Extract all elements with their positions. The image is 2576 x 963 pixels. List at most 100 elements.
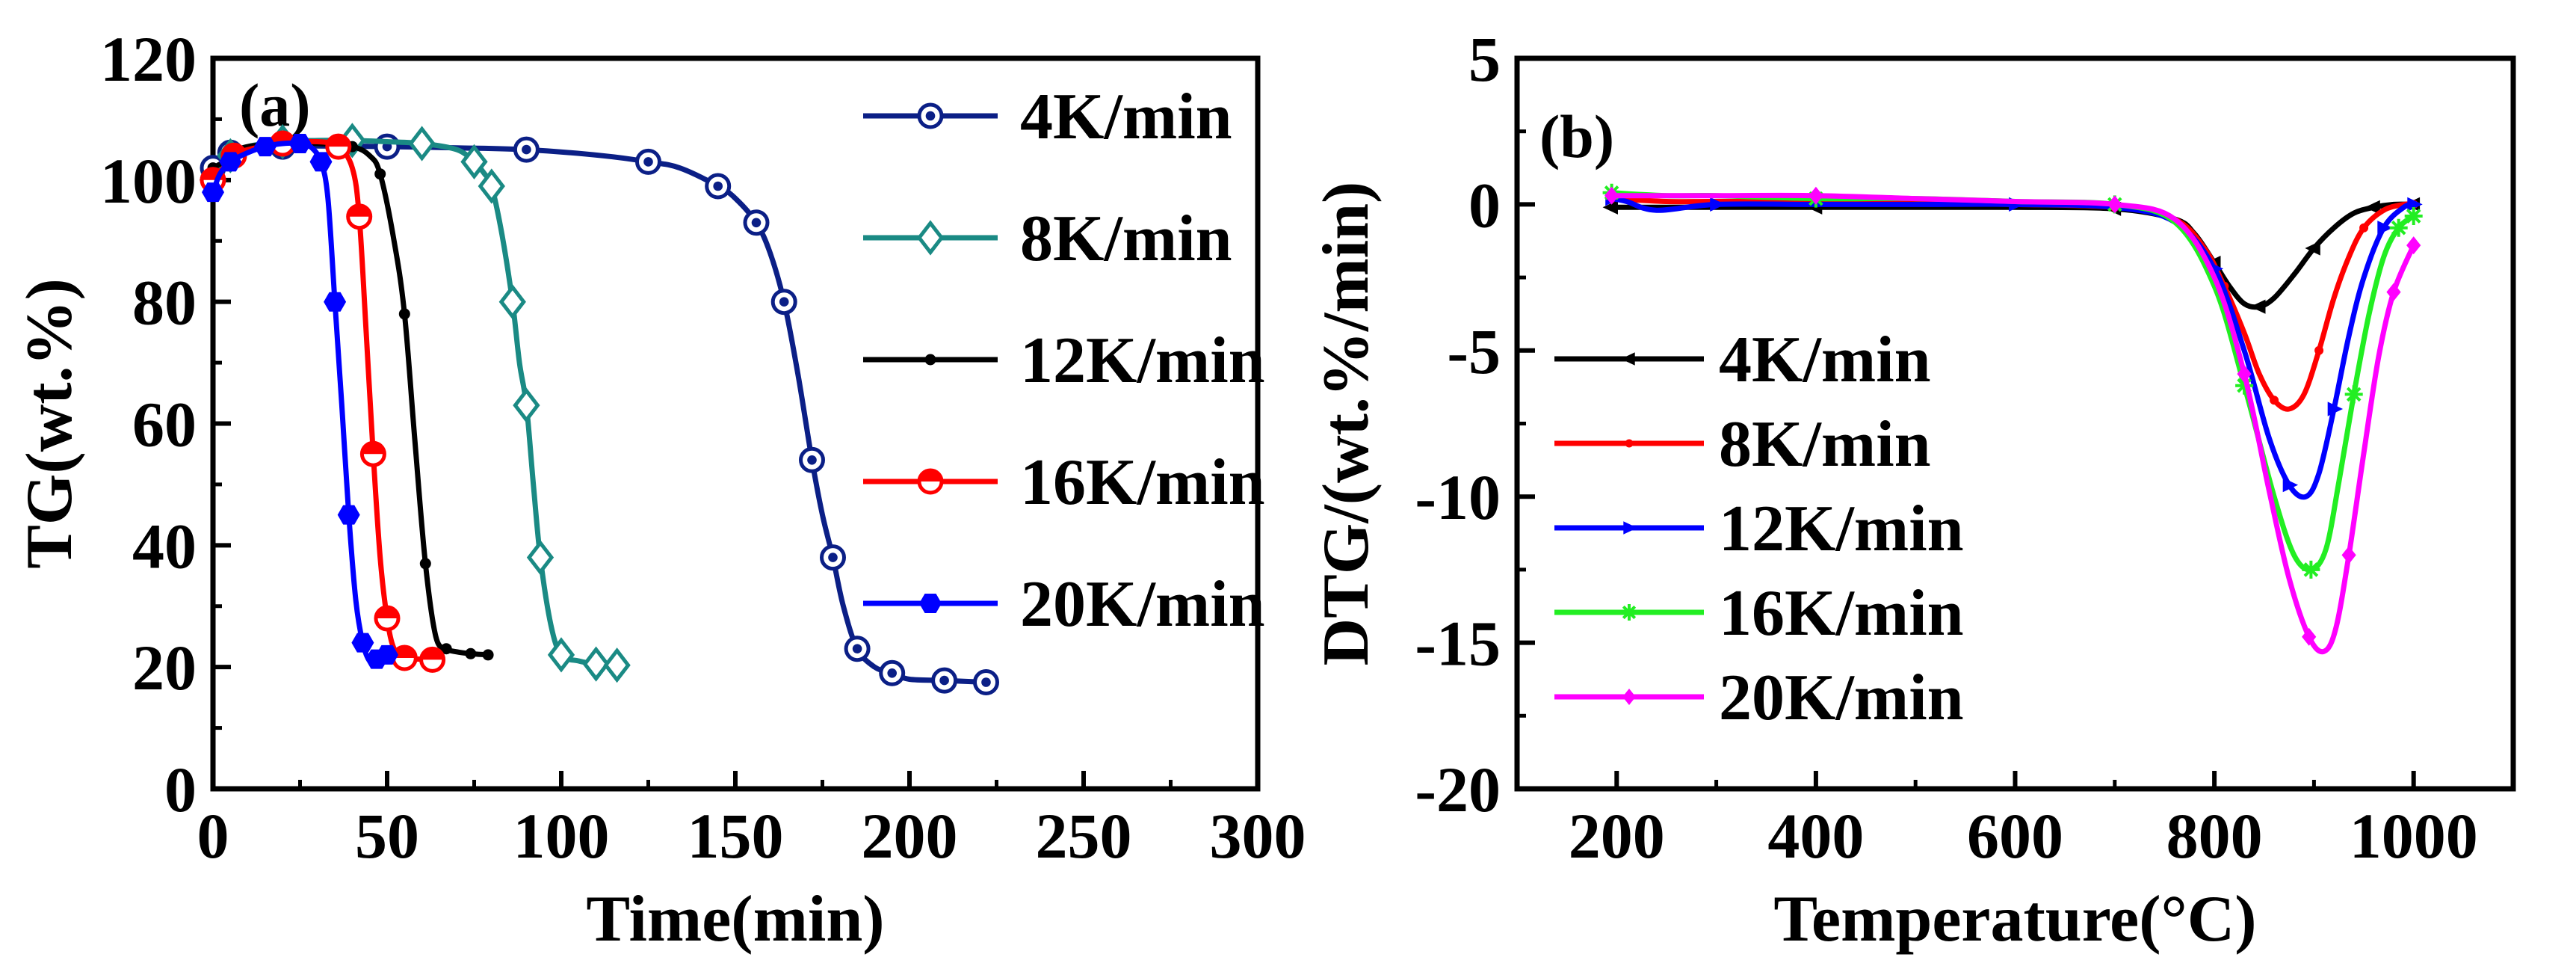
- legend-item: 4K/min: [1554, 324, 1931, 396]
- data-point: [219, 152, 242, 172]
- chart-b: 200 400 600 800 1000 -20 -15 -10 -5 0 5 Temperature…: [1310, 23, 2516, 956]
- data-point: [2250, 299, 2266, 314]
- x-tick-label: 1000: [2350, 800, 2478, 872]
- data-point: [931, 667, 958, 694]
- data-point: [973, 669, 999, 695]
- legend-item: 20K/min: [1554, 662, 1964, 734]
- legend-marker: [917, 468, 944, 495]
- data-point: [2359, 223, 2369, 233]
- plot-frame: [1514, 55, 2516, 792]
- panel-label: (b): [1539, 102, 1614, 170]
- data-point: [547, 637, 575, 673]
- series-line: [1609, 196, 2417, 500]
- legend-label: 20K/min: [1719, 662, 1964, 734]
- data-point: [419, 646, 446, 673]
- y-tick-label: -20: [1415, 754, 1501, 825]
- legend-marker: [916, 220, 945, 256]
- legend-item: 16K/min: [1554, 577, 1964, 650]
- legend-marker: [924, 354, 936, 366]
- data-point: [2389, 218, 2408, 237]
- y-tick-label: 100: [100, 145, 197, 217]
- x-tick-label: 150: [688, 800, 784, 872]
- y-tick-label: 5: [1468, 23, 1501, 95]
- data-point: [482, 649, 494, 661]
- data-point: [799, 446, 825, 473]
- data-point: [309, 152, 333, 172]
- data-point: [2235, 376, 2254, 395]
- data-point: [419, 558, 431, 570]
- data-point: [253, 137, 277, 157]
- data-point: [513, 136, 540, 163]
- data-point: [1809, 186, 1823, 205]
- x-tick-label: 300: [1210, 800, 1306, 872]
- data-point: [2107, 195, 2122, 214]
- legend-label: 4K/min: [1719, 324, 1931, 396]
- data-point: [2237, 365, 2252, 384]
- data-point: [337, 505, 360, 525]
- y-tick-label: -15: [1415, 608, 1501, 680]
- legend-marker: [1622, 689, 1636, 705]
- data-point: [1602, 200, 1618, 215]
- legend-label: 16K/min: [1719, 577, 1964, 650]
- legend-item: 20K/min: [863, 568, 1265, 641]
- data-point: [513, 387, 540, 423]
- data-point: [2377, 221, 2393, 236]
- series-line: [1609, 201, 2417, 310]
- legend-label: 8K/min: [1020, 203, 1232, 275]
- series-line: [1609, 196, 2417, 412]
- series-20K/min: [202, 134, 398, 669]
- series-line: [210, 138, 620, 668]
- data-point: [374, 605, 401, 632]
- data-point: [346, 203, 373, 230]
- x-axis-label: Temperature(°C): [1773, 883, 2256, 956]
- data-point: [2386, 283, 2401, 301]
- series-4K/min: [200, 133, 999, 695]
- legend-label: 4K/min: [1020, 81, 1232, 153]
- data-point: [2344, 385, 2363, 404]
- legend-label: 8K/min: [1719, 408, 1931, 481]
- series-8K/min: [199, 123, 631, 683]
- legend-item: 12K/min: [863, 324, 1265, 397]
- legend-item: 8K/min: [1554, 408, 1931, 481]
- data-point: [879, 659, 906, 686]
- data-point: [2327, 401, 2344, 416]
- data-point: [1710, 197, 1726, 212]
- data-point: [770, 289, 797, 316]
- data-point: [324, 292, 347, 312]
- data-point: [478, 168, 505, 204]
- data-point: [705, 173, 732, 200]
- y-tick-label: 60: [132, 389, 197, 461]
- x-tick-label: 400: [1767, 800, 1864, 872]
- x-tick-label: 200: [862, 800, 958, 872]
- legend-marker: [1625, 439, 1634, 448]
- data-point: [820, 544, 846, 571]
- data-point: [391, 644, 418, 671]
- data-point: [2302, 560, 2320, 579]
- data-point: [582, 646, 610, 682]
- data-point: [440, 643, 452, 655]
- x-tick-label: 600: [1967, 800, 2063, 872]
- legend-label: 16K/min: [1020, 446, 1265, 519]
- data-point: [2302, 627, 2317, 646]
- legend-item: 8K/min: [863, 203, 1232, 275]
- data-point: [460, 144, 488, 180]
- data-point: [465, 647, 477, 659]
- data-point: [351, 633, 374, 653]
- series-line: [1609, 192, 2417, 655]
- data-point: [2406, 236, 2421, 255]
- y-tick-label: 40: [132, 510, 197, 582]
- data-point: [1604, 186, 1619, 205]
- y-axis-label: DTG/(wt.%/min): [1310, 182, 1383, 666]
- data-point: [2404, 207, 2423, 225]
- series-line: [210, 138, 436, 662]
- y-tick-label: -5: [1447, 316, 1501, 387]
- legend-marker: [919, 594, 942, 613]
- legend-label: 12K/min: [1719, 493, 1964, 565]
- data-point: [2314, 345, 2324, 355]
- data-point: [359, 440, 386, 467]
- legend-marker: [917, 102, 944, 129]
- series-16K/min: [200, 130, 446, 673]
- legend-item: 4K/min: [863, 81, 1232, 153]
- data-point: [325, 133, 352, 160]
